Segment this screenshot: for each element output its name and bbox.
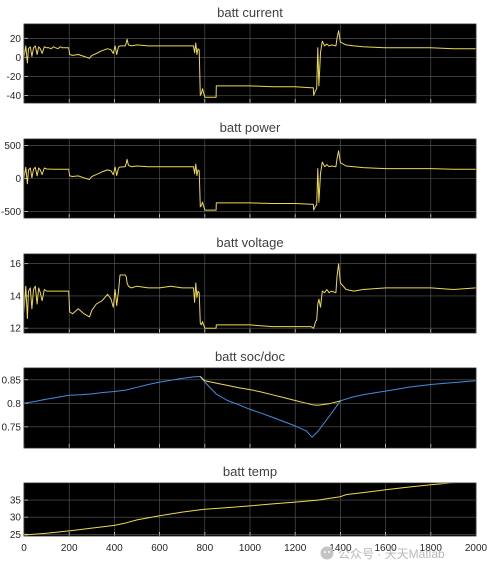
y-tick-label: 0.75 xyxy=(2,422,22,433)
plot-border xyxy=(23,23,477,104)
series-line-0 xyxy=(24,150,476,211)
plot-border xyxy=(23,367,477,449)
series-line-1 xyxy=(199,376,341,406)
wechat-icon-eye xyxy=(328,551,330,553)
wechat-icon-eye xyxy=(324,551,326,553)
series-line-0 xyxy=(24,376,476,438)
wechat-icon xyxy=(320,546,334,560)
series-line-0 xyxy=(24,483,456,536)
y-tick-label: 35 xyxy=(10,496,22,507)
subplot-4: batt temp 25 30 35 0 200 400 600 800 1000 1200 1400… xyxy=(10,464,488,554)
subplot-title: batt soc/doc xyxy=(215,349,286,364)
x-tick-label: 1600 xyxy=(374,543,397,554)
y-tick-label: 500 xyxy=(4,141,21,152)
y-tick-label: 20 xyxy=(10,34,22,45)
y-tick-label: -40 xyxy=(7,91,22,102)
subplot-title: batt current xyxy=(217,5,283,20)
x-tick-label: 200 xyxy=(61,543,78,554)
x-tick-label: 400 xyxy=(106,543,123,554)
y-tick-label: 16 xyxy=(10,259,22,270)
x-tick-label: 0 xyxy=(21,543,27,554)
subplot-2: batt voltage 12 14 16 xyxy=(10,235,477,335)
y-tick-label: 0.8 xyxy=(7,399,21,410)
subplot-0: batt current -40 -20 0 20 xyxy=(7,5,477,104)
y-tick-label: 30 xyxy=(10,513,22,524)
x-tick-label: 600 xyxy=(151,543,168,554)
y-tick-label: 0 xyxy=(15,53,21,64)
x-tick-label: 1000 xyxy=(239,543,262,554)
subplot-3: batt soc/doc 0.75 0.8 0.85 xyxy=(2,349,477,449)
y-tick-label: 0.85 xyxy=(2,375,22,386)
plot-border xyxy=(23,138,477,219)
series-line-0 xyxy=(24,30,476,98)
plot-border xyxy=(23,253,477,334)
x-tick-label: 800 xyxy=(196,543,213,554)
watermark-text: 公众号 · 天天Matlab xyxy=(338,547,445,561)
x-tick-label: 1800 xyxy=(420,543,443,554)
x-tick-label: 1400 xyxy=(329,543,352,554)
y-tick-label: 14 xyxy=(10,291,22,302)
subplot-title: batt voltage xyxy=(216,235,283,250)
x-tick-label: 1200 xyxy=(284,543,307,554)
subplot-1: batt power -500 0 500 xyxy=(1,120,477,219)
x-tick-label: 2000 xyxy=(465,543,488,554)
y-tick-label: -500 xyxy=(1,207,21,218)
subplot-title: batt power xyxy=(220,120,281,135)
y-tick-label: 0 xyxy=(15,174,21,185)
y-tick-label: 25 xyxy=(10,530,22,541)
plot-border xyxy=(23,482,477,537)
series-line-0 xyxy=(24,263,476,329)
watermark: 公众号 · 天天Matlab xyxy=(320,546,445,561)
subplot-title: batt temp xyxy=(223,464,277,479)
y-tick-label: -20 xyxy=(7,72,22,83)
y-tick-label: 12 xyxy=(10,324,22,335)
